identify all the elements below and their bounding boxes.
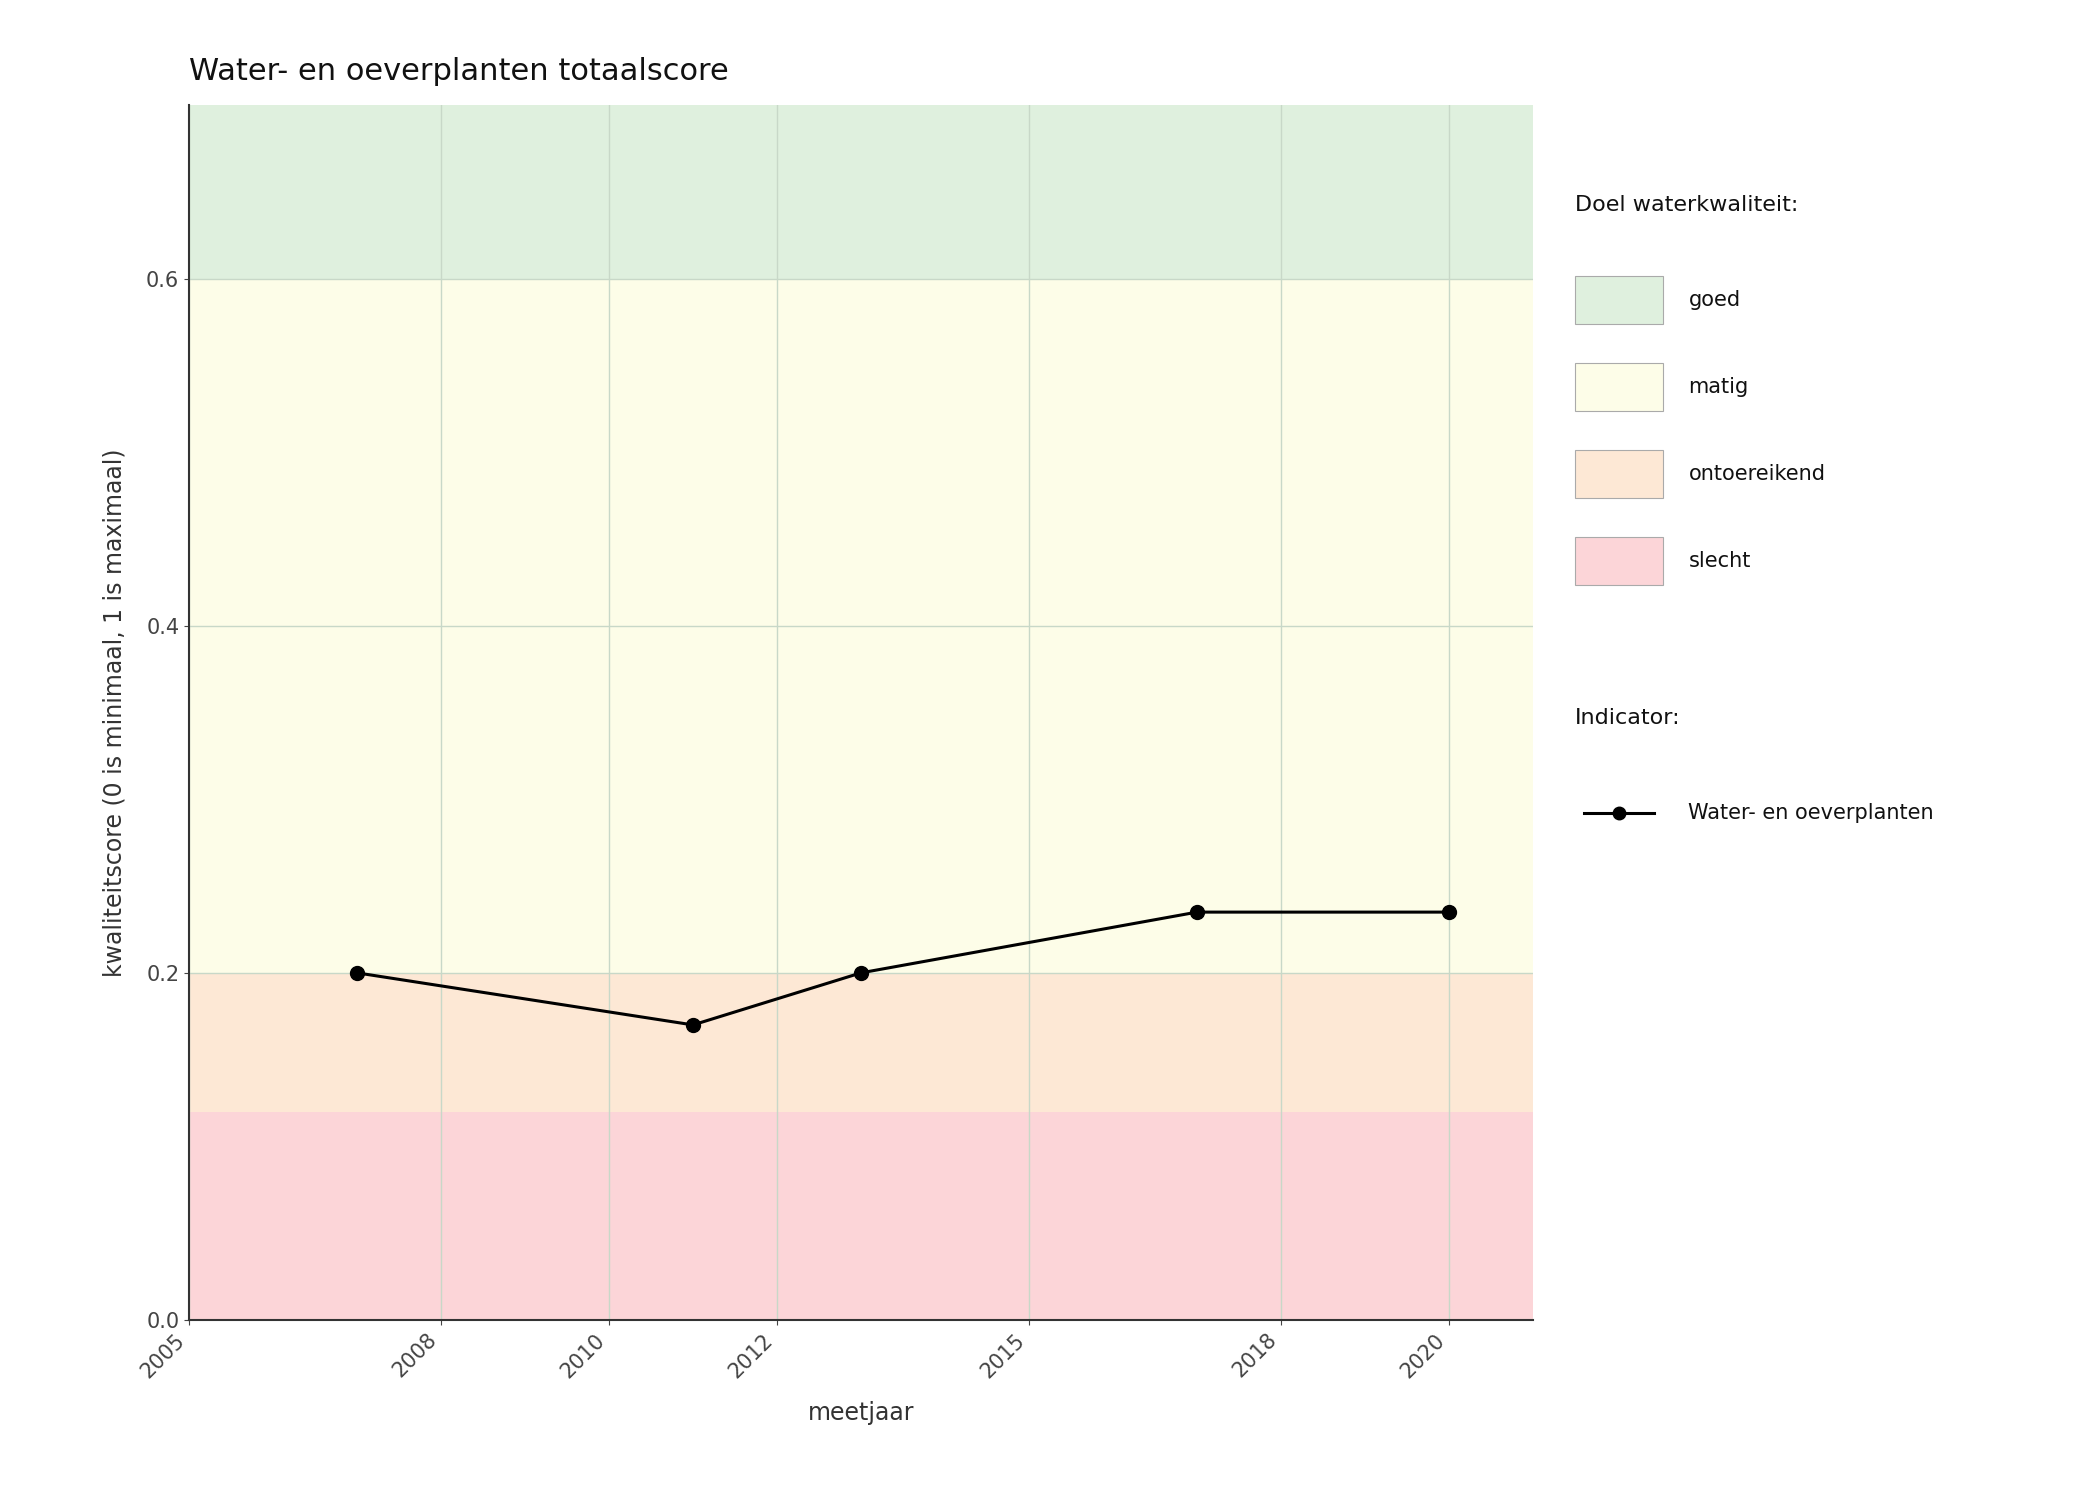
Text: Water- en oeverplanten totaalscore: Water- en oeverplanten totaalscore [189, 57, 729, 86]
Text: matig: matig [1688, 376, 1749, 398]
Text: ontoereikend: ontoereikend [1688, 464, 1825, 484]
Text: goed: goed [1688, 290, 1741, 310]
Y-axis label: kwaliteitscore (0 is minimaal, 1 is maximaal): kwaliteitscore (0 is minimaal, 1 is maxi… [103, 448, 126, 976]
Text: Water- en oeverplanten: Water- en oeverplanten [1688, 802, 1934, 824]
Text: slecht: slecht [1688, 550, 1751, 572]
Bar [189, 279, 1533, 974]
Bar [189, 1112, 1533, 1320]
X-axis label: meetjaar: meetjaar [808, 1401, 914, 1425]
Bar [189, 974, 1533, 1112]
Text: Doel waterkwaliteit:: Doel waterkwaliteit: [1575, 195, 1798, 214]
Bar [189, 105, 1533, 279]
Text: Indicator:: Indicator: [1575, 708, 1680, 728]
